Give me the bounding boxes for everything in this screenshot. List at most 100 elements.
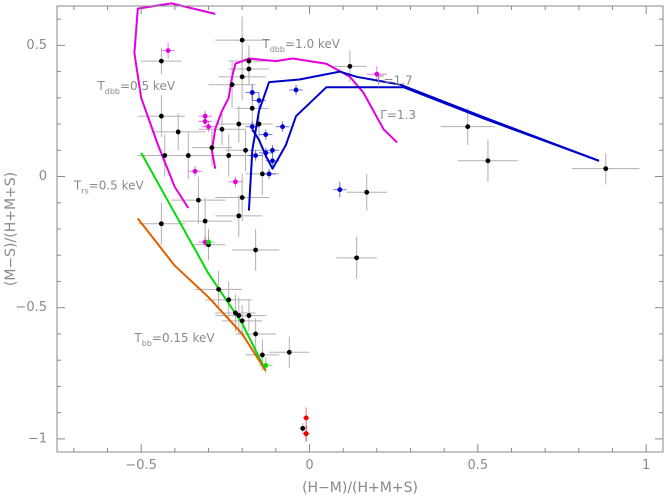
data-point (293, 87, 299, 93)
data-point (209, 145, 215, 151)
x-tick-label: −0.5 (125, 458, 157, 473)
data-point (233, 179, 238, 185)
model-curves-layer (133, 2, 600, 372)
data-point (303, 431, 309, 437)
annotation-main: Γ=1.7 (377, 74, 413, 88)
x-axis-label: (H−M)/(H+M+S) (302, 480, 418, 496)
data-point (253, 247, 259, 253)
annotation-subscript: bb (142, 339, 152, 348)
data-point (236, 313, 242, 318)
data-point (175, 129, 181, 135)
data-point (239, 195, 245, 200)
data-point (263, 363, 269, 368)
x-tick-label: 0 (305, 458, 313, 473)
model-curve-blue-g13 (251, 86, 600, 170)
data-point (239, 37, 245, 43)
data-point (253, 331, 259, 337)
data-point (216, 286, 222, 292)
data-point (202, 239, 208, 245)
data-point (263, 132, 269, 137)
annotation-gamma17: Γ=1.7 (377, 74, 413, 88)
data-point (603, 166, 609, 172)
annotation-value: =0.15 keV (152, 331, 215, 345)
data-point (196, 197, 201, 203)
data-point (256, 98, 262, 103)
annotation-subscript: dbb (105, 87, 120, 96)
data-point (165, 48, 171, 53)
annotation-trs: Trs=0.5 keV (73, 179, 145, 196)
annotation-subscript: rs (81, 187, 88, 196)
model-curve-orange-bb (137, 217, 267, 372)
annotation-tdbb05: Tdbb=0.5 keV (96, 79, 175, 96)
data-point (354, 255, 360, 261)
data-point (202, 119, 208, 124)
data-point (246, 313, 252, 318)
x-tick-label: 1 (642, 458, 650, 473)
data-point (266, 171, 272, 177)
data-point (256, 121, 262, 127)
data-point (263, 150, 269, 156)
data-point (249, 124, 255, 130)
data-point (249, 105, 255, 111)
annotation-tdbb1: Tdbb=1.0 keV (261, 37, 340, 54)
data-point (236, 213, 242, 219)
data-point (226, 297, 232, 303)
annotation-subscript: dbb (270, 45, 285, 54)
points-layer (158, 37, 609, 437)
data-point (236, 121, 242, 127)
data-point (485, 158, 491, 164)
annotation-value: =0.5 keV (89, 179, 145, 193)
data-point (192, 168, 198, 174)
data-point (465, 124, 471, 130)
data-point (280, 124, 285, 130)
data-point (270, 147, 275, 153)
data-point (226, 153, 232, 158)
data-point (300, 425, 306, 431)
annotation-main: T (261, 37, 270, 51)
data-point (229, 82, 235, 88)
data-point (286, 349, 292, 355)
y-tick-label: 0 (39, 169, 47, 184)
y-tick-label: −0.5 (15, 300, 47, 315)
data-point (219, 126, 225, 132)
data-point (374, 71, 380, 77)
annotation-main: Γ=1.3 (380, 108, 416, 122)
model-curve-green-rs (140, 152, 267, 372)
annotation-main: T (133, 331, 142, 345)
annotation-main: T (96, 79, 105, 93)
data-point (364, 189, 370, 195)
data-point (337, 187, 343, 193)
data-point (202, 113, 208, 119)
model-curve-magenta-dbb (133, 2, 216, 209)
data-point (243, 147, 248, 153)
data-point (206, 124, 211, 130)
data-point (185, 153, 191, 158)
data-point (259, 352, 265, 358)
data-point (158, 58, 164, 64)
ticks-layer: −0.5 0 0.5 1 −1 −0.5 0 0.5 (15, 6, 663, 473)
data-point (253, 153, 259, 158)
annotation-tbb: Tbb=0.15 keV (133, 331, 215, 348)
data-point (158, 221, 164, 227)
annotation-main: T (73, 179, 82, 193)
data-point (158, 113, 164, 119)
data-point (162, 153, 168, 158)
data-point (206, 239, 211, 245)
data-point (259, 171, 265, 177)
data-point (270, 158, 275, 164)
data-point (246, 58, 252, 64)
x-tick-label: 0.5 (467, 458, 488, 473)
data-point (233, 310, 238, 316)
data-point (202, 218, 208, 224)
annotation-value: =1.0 keV (285, 37, 341, 51)
y-tick-label: 0.5 (26, 38, 47, 53)
data-point (303, 415, 309, 421)
data-point (239, 318, 245, 324)
data-point (249, 90, 255, 95)
annotation-value: =0.5 keV (120, 79, 176, 93)
data-point (246, 66, 252, 72)
y-tick-label: −1 (28, 431, 47, 446)
